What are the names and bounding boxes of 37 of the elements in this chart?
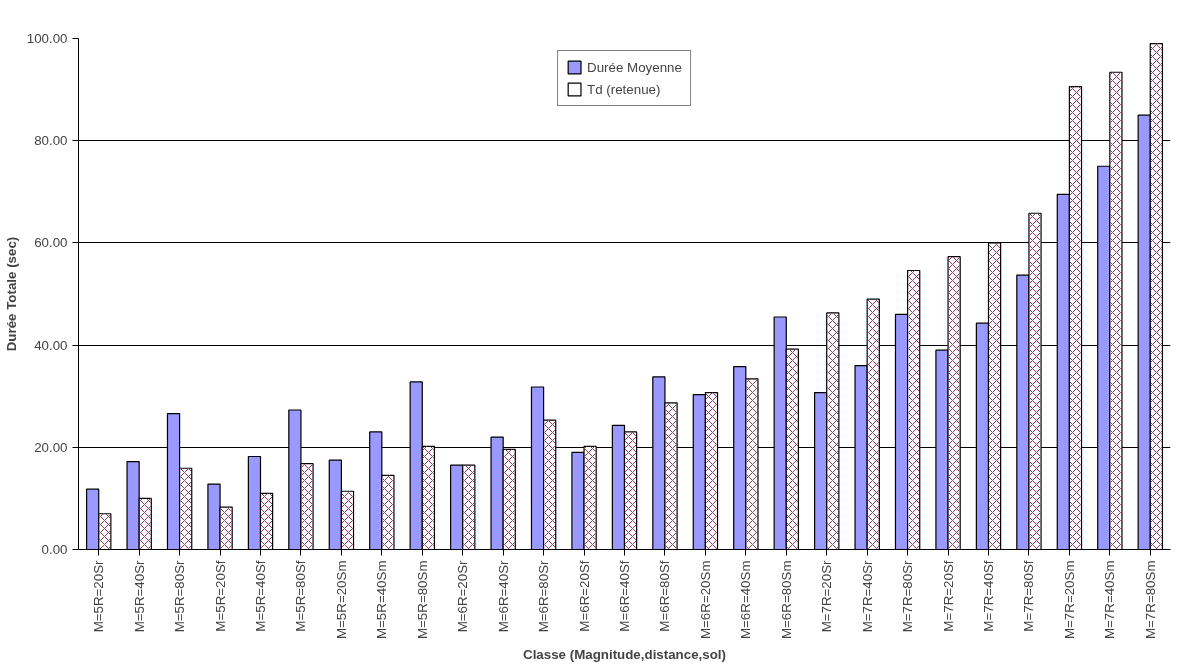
x-tick-label: M=5R=40Sr [131,559,147,633]
x-tick-label: M=5R=80Sf [293,560,309,632]
x-tick-label: M=5R=80Sr [172,559,188,633]
x-tick-label: M=6R=20Sf [576,560,592,632]
x-tick-label: M=7R=20Sm [1061,560,1077,640]
y-tick-label: 40.00 [34,337,68,353]
x-tick-label: M=7R=20Sr [819,559,835,633]
x-tick-label: M=6R=20Sm [697,560,713,640]
legend-label: Td (retenue) [587,81,661,97]
y-tick-label: 80.00 [34,133,68,149]
x-tick-label: M=5R=40Sm [374,560,390,640]
x-tick-label: M=6R=80Sm [778,560,794,640]
x-tick-label: M=6R=40Sm [738,560,754,640]
y-tick-label: 20.00 [34,439,68,455]
x-tick-label: M=7R=40Sf [981,560,996,632]
x-axis-title: Classe (Magnitude,distance,sol) [523,647,726,663]
x-tick-label: M=6R=40Sr [495,559,511,633]
y-tick-label: 0.00 [41,542,68,557]
y-tick-label: 60.00 [34,235,68,251]
x-tick-label: M=7R=40Sm [1102,560,1118,640]
x-tick-label: M=7R=40Sr [859,559,875,633]
x-tick-label: M=6R=20Sr [455,559,471,633]
x-tick-label: M=5R=80Sm [414,560,430,640]
x-tick-label: M=5R=20Sf [212,560,228,632]
y-tick-label: 100.00 [26,31,68,46]
x-tick-label: M=7R=80Sf [1021,560,1037,632]
y-axis-title: Durée Totale (sec) [3,236,19,352]
x-tick-label: M=6R=80Sr [536,559,552,633]
x-tick-label: M=6R=80Sf [657,560,673,632]
legend-label: Durée Moyenne [587,59,682,75]
x-tick-label: M=5R=20Sr [91,559,107,633]
x-tick-label: M=7R=80Sm [1142,560,1158,640]
x-tick-label: M=7R=80Sr [900,559,916,633]
x-tick-label: M=6R=40Sf [617,560,632,632]
x-tick-label: M=7R=20Sf [940,560,956,632]
x-tick-label: M=5R=40Sf [253,560,268,632]
x-tick-label: M=5R=20Sm [333,560,349,640]
